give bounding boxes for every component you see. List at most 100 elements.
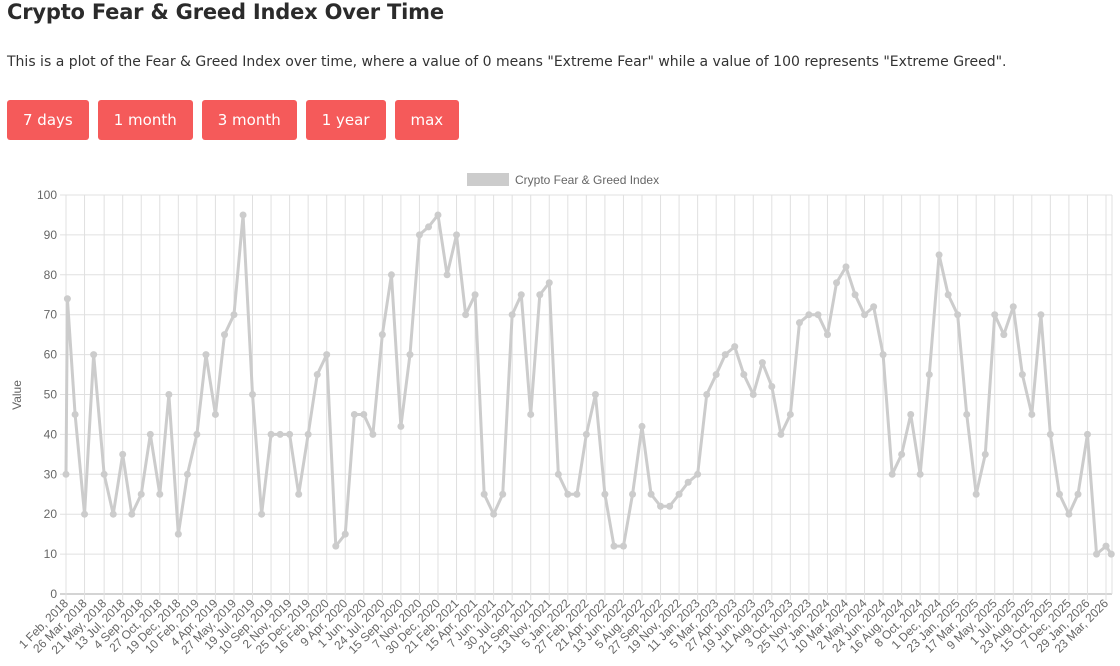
y-axis-label: Value [10, 380, 24, 410]
data-point [360, 410, 368, 418]
data-point [944, 291, 952, 299]
data-point [684, 478, 692, 486]
data-point [323, 351, 331, 359]
data-point [1055, 490, 1063, 498]
data-point [842, 263, 850, 271]
range-3-month-button[interactable]: 3 month [201, 100, 297, 140]
data-point [71, 410, 79, 418]
data-point [453, 231, 461, 239]
data-point [768, 383, 776, 391]
data-point [239, 211, 247, 219]
data-point [211, 410, 219, 418]
data-point [1009, 303, 1017, 311]
data-point [480, 490, 488, 498]
data-point [823, 331, 831, 339]
series-crypto-fear-greed [62, 211, 1115, 558]
data-point [499, 490, 507, 498]
data-point [554, 470, 562, 478]
data-point [415, 231, 423, 239]
y-tick-label: 60 [44, 348, 58, 362]
y-axis: 0 10 20 30 40 50 60 70 80 90 100 [37, 188, 57, 601]
data-point [313, 371, 321, 379]
data-point [675, 490, 683, 498]
data-point [907, 410, 915, 418]
data-point [62, 470, 70, 478]
data-point [258, 510, 266, 518]
data-point [425, 223, 433, 231]
data-point [740, 371, 748, 379]
range-button-group: 7 days 1 month 3 month 1 year max [7, 100, 460, 140]
data-point [564, 490, 572, 498]
data-point [545, 279, 553, 287]
range-7-days-button[interactable]: 7 days [7, 100, 89, 140]
data-point [119, 450, 127, 458]
data-point [935, 251, 943, 259]
data-point [582, 430, 590, 438]
data-point [81, 510, 89, 518]
data-point [731, 343, 739, 351]
data-point [295, 490, 303, 498]
data-point [629, 490, 637, 498]
data-point [1074, 490, 1082, 498]
data-point [1065, 510, 1073, 518]
data-point [369, 430, 377, 438]
data-point [174, 530, 182, 538]
legend[interactable]: Crypto Fear & Greed Index [467, 173, 659, 187]
data-point [146, 430, 154, 438]
data-point [694, 470, 702, 478]
data-point [276, 430, 284, 438]
data-point [1046, 430, 1054, 438]
data-point [749, 391, 757, 398]
data-point [100, 470, 108, 478]
data-point [1028, 410, 1036, 418]
data-point [981, 450, 989, 458]
range-max-button[interactable]: max [394, 100, 460, 140]
data-point [619, 542, 627, 550]
data-point [647, 490, 655, 498]
data-point [462, 311, 470, 319]
data-point [991, 311, 999, 319]
data-point [378, 331, 386, 339]
data-point [443, 271, 451, 279]
data-point [861, 311, 869, 319]
data-point [193, 430, 201, 438]
data-point [814, 311, 822, 319]
data-point [341, 530, 349, 538]
data-point [833, 279, 841, 287]
data-point [916, 470, 924, 478]
data-point [870, 303, 878, 311]
data-point [202, 351, 210, 359]
page-title: Crypto Fear & Greed Index Over Time [7, 0, 444, 24]
data-point [758, 359, 766, 367]
data-point [1018, 371, 1026, 379]
series-line [64, 213, 1113, 556]
data-point [601, 490, 609, 498]
data-point [109, 510, 117, 518]
y-tick-label: 20 [44, 507, 58, 521]
data-point [508, 311, 516, 319]
data-point [1083, 430, 1091, 438]
data-point [851, 291, 859, 299]
legend-swatch [467, 173, 509, 186]
data-point [573, 490, 581, 498]
data-point [286, 430, 294, 438]
data-point [332, 542, 340, 550]
range-1-year-button[interactable]: 1 year [305, 100, 386, 140]
data-point [490, 510, 498, 518]
data-point [1000, 331, 1008, 339]
data-point [221, 331, 229, 339]
data-point [879, 351, 887, 359]
data-point [888, 470, 896, 478]
range-1-month-button[interactable]: 1 month [97, 100, 193, 140]
data-point [638, 422, 646, 430]
data-point [786, 410, 794, 418]
data-point [165, 391, 173, 398]
data-point [471, 291, 479, 299]
y-tick-label: 80 [44, 268, 58, 282]
data-point [387, 271, 395, 279]
data-point [128, 510, 136, 518]
data-point [397, 422, 405, 430]
y-tick-label: 10 [44, 547, 58, 561]
